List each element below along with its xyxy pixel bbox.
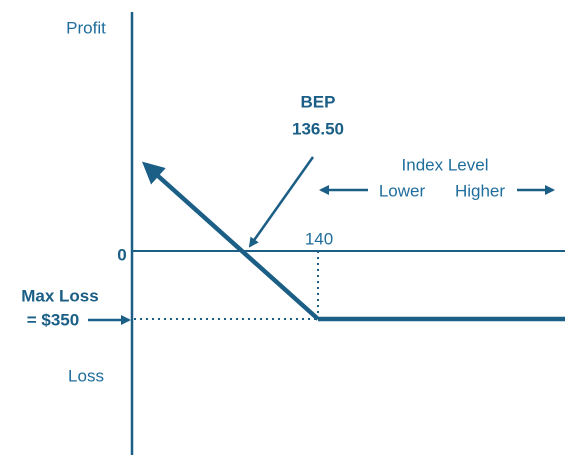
max-loss-title: Max Loss	[21, 286, 98, 305]
bep-value: 136.50	[292, 119, 344, 138]
max-loss-amount: = $350	[27, 310, 79, 329]
loss-label: Loss	[68, 366, 104, 385]
profit-label: Profit	[66, 18, 106, 37]
higher-label: Higher	[455, 181, 505, 200]
lower-label: Lower	[379, 181, 426, 200]
zero-label: 0	[117, 245, 126, 264]
bep-arrow	[248, 156, 315, 248]
index-level-title: Index Level	[402, 155, 489, 174]
bep-title: BEP	[301, 92, 336, 111]
payoff-slope	[142, 161, 320, 321]
strike-label: 140	[305, 229, 333, 248]
